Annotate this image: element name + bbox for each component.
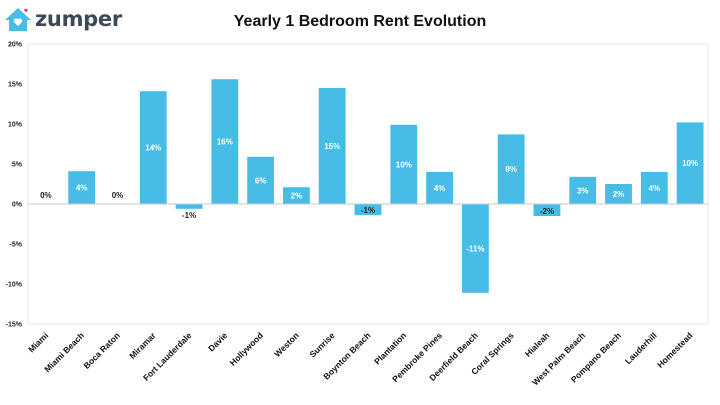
y-tick-label: 20% <box>8 42 23 49</box>
zumper-logo: zumper <box>4 6 122 32</box>
bar <box>139 91 167 204</box>
bar-data-label: 4% <box>434 184 446 193</box>
bar-data-label: 10% <box>682 159 698 168</box>
bar-data-label: -1% <box>182 211 196 220</box>
bar <box>68 171 96 204</box>
x-tick-label: Miami <box>26 330 50 354</box>
y-tick-label: -10% <box>6 282 23 289</box>
brand-name: zumper <box>35 7 122 31</box>
y-tick-label: 15% <box>8 82 23 89</box>
y-axis-ticks: 20% 15% 10% 5% 0% -5% -10% -15% <box>6 42 23 329</box>
bar <box>605 184 632 204</box>
x-tick-label: Davie <box>206 330 229 353</box>
bar-data-label: 6% <box>255 176 267 185</box>
bar <box>175 204 203 209</box>
bar <box>211 79 239 204</box>
bar-data-label: 4% <box>76 184 88 193</box>
bar-data-labels: 0% 4% 0% 14% -1% 16% 6% 2% 15% -1% 10% 4% -11% 9% -2% 3… <box>40 138 698 254</box>
bars <box>68 79 704 293</box>
y-tick-label: 0% <box>12 202 23 209</box>
chart-title: Yearly 1 Bedroom Rent Evolution <box>233 13 487 30</box>
bar <box>461 204 489 293</box>
bar <box>640 172 668 204</box>
y-tick-label: -5% <box>10 242 23 249</box>
y-tick-label: -15% <box>6 322 23 329</box>
bar-data-label: 2% <box>613 190 625 199</box>
bar-data-label: 10% <box>396 160 412 169</box>
x-tick-label: Plantation <box>372 330 408 366</box>
bar-data-label: 16% <box>217 138 233 147</box>
x-tick-label: Hollywood <box>228 330 265 367</box>
plot-area-frame <box>27 43 709 325</box>
bar-data-label: 15% <box>324 142 340 151</box>
y-tick-label: 10% <box>8 122 23 129</box>
bar-data-label: -1% <box>361 206 375 215</box>
bar <box>283 187 310 204</box>
bar-data-label: -2% <box>540 207 554 216</box>
bar <box>497 134 525 204</box>
y-tick-label: 5% <box>12 162 23 169</box>
house-heart-icon <box>5 8 31 31</box>
bar <box>354 204 382 216</box>
x-tick-label: Sunrise <box>308 330 337 359</box>
bar <box>426 172 453 204</box>
x-tick-label: Miramar <box>127 330 158 361</box>
bar <box>390 124 418 204</box>
bar-data-label: -11% <box>466 244 484 253</box>
bar-data-label: 2% <box>291 192 303 201</box>
bar-data-label: 0% <box>40 191 52 200</box>
bar-data-label: 14% <box>145 144 161 153</box>
bar-data-label: 0% <box>112 191 124 200</box>
x-tick-label: Hialeah <box>523 330 551 358</box>
bar <box>533 204 561 216</box>
bar <box>676 122 704 204</box>
bar <box>247 156 275 204</box>
bar-data-label: 9% <box>505 165 517 174</box>
x-tick-label: Lauderhill <box>623 330 659 366</box>
x-tick-label: Weston <box>272 330 301 359</box>
chart-header: zumper Yearly 1 Bedroom Rent Evolution <box>0 0 720 40</box>
bar <box>318 88 346 204</box>
bar-data-label: 4% <box>649 184 661 193</box>
bar <box>569 176 597 204</box>
x-tick-label: Homestead <box>655 330 694 369</box>
bar-data-label: 3% <box>577 186 589 195</box>
x-tick-label: Boca Raton <box>81 330 121 370</box>
